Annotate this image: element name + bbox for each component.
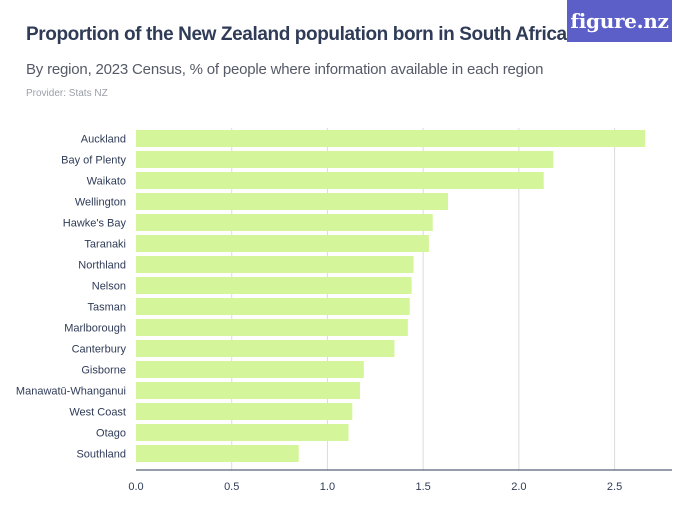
bar (136, 172, 544, 189)
category-label: Bay of Plenty (61, 155, 126, 167)
category-label: Gisborne (81, 365, 126, 377)
bar (136, 151, 554, 168)
bar (136, 340, 395, 357)
x-axis-tick-labels: 0.0 0.5 1.0 1.5 2.0 2.5 (128, 481, 622, 493)
bar (136, 235, 429, 252)
bars (136, 130, 646, 462)
bar (136, 403, 353, 420)
category-label: Otago (96, 428, 126, 440)
bar (136, 382, 360, 399)
category-label: Taranaki (84, 239, 126, 251)
x-tick-label: 2.5 (607, 481, 622, 493)
bar (136, 361, 364, 378)
data-provider: Provider: Stats NZ (26, 88, 108, 99)
category-label: Tasman (87, 302, 126, 314)
x-tick-label: 1.5 (415, 481, 430, 493)
category-label: West Coast (69, 407, 126, 419)
bar (136, 193, 449, 210)
bar (136, 214, 433, 231)
bar (136, 445, 299, 462)
category-label: Southland (76, 449, 126, 461)
category-labels: Auckland Bay of Plenty Waikato Wellington Ha… (16, 134, 127, 461)
bar (136, 298, 410, 315)
x-tick-label: 0.0 (128, 481, 143, 493)
category-label: Auckland (81, 134, 126, 146)
bar (136, 256, 414, 273)
chart-title: Proportion of the New Zealand population… (26, 24, 567, 45)
figure-nz-logo[interactable]: figure.nz (567, 0, 672, 42)
x-tick-label: 2.0 (511, 481, 526, 493)
bar (136, 319, 408, 336)
x-tick-label: 1.0 (320, 481, 335, 493)
category-label: Marlborough (64, 323, 126, 335)
category-label: Canterbury (72, 344, 127, 356)
category-label: Nelson (92, 281, 126, 293)
x-tick-label: 0.5 (224, 481, 239, 493)
category-label: Wellington (75, 197, 126, 209)
category-label: Waikato (87, 176, 126, 188)
bar (136, 130, 646, 147)
bar (136, 424, 349, 441)
chart-subtitle: By region, 2023 Census, % of people wher… (26, 61, 544, 78)
category-label: Hawke's Bay (63, 218, 127, 230)
category-label: Manawatū-Whanganui (16, 386, 126, 398)
category-label: Northland (78, 260, 126, 272)
bar (136, 277, 412, 294)
